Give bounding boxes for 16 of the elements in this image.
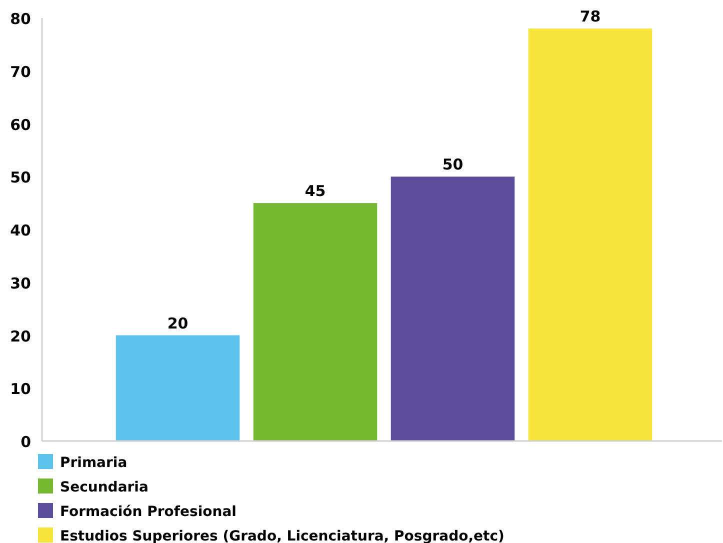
y-tick-label: 70 — [10, 62, 31, 81]
legend-label: Formación Profesional — [60, 504, 236, 520]
y-tick-label: 40 — [10, 222, 31, 240]
y-tick-label: 50 — [10, 168, 31, 187]
y-tick-label: 30 — [10, 274, 31, 292]
legend-label: Secundaria — [60, 480, 148, 496]
y-tick-label: 60 — [10, 116, 31, 134]
y-tick-label: 20 — [10, 327, 31, 346]
y-tick-label: 10 — [10, 380, 31, 398]
data-label: 78 — [580, 8, 601, 26]
legend-label: Primaria — [60, 455, 128, 471]
y-tick-label: 80 — [10, 10, 31, 28]
data-label: 50 — [442, 156, 464, 174]
data-label: 45 — [304, 182, 326, 200]
data-label: 20 — [167, 314, 188, 332]
y-tick-label: 0 — [20, 433, 31, 451]
